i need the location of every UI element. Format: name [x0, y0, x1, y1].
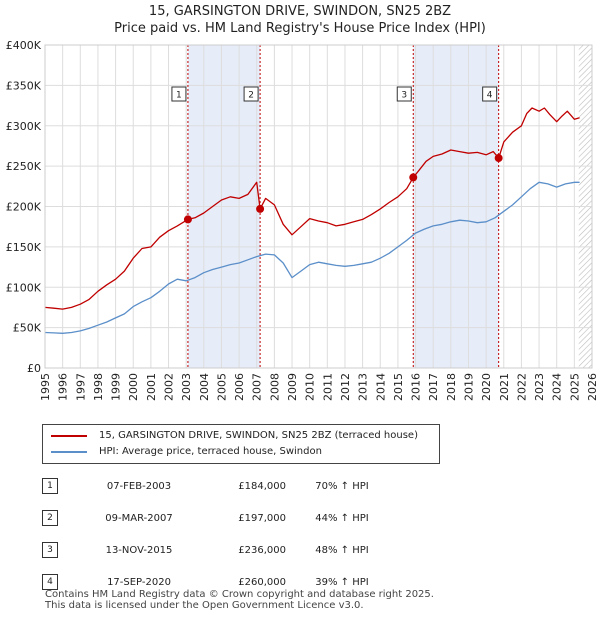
y-tick-label: £400K [6, 39, 42, 52]
table-row: 1 07-FEB-2003 £184,000 70% ↑ HPI [42, 470, 398, 502]
sale-date: 17-SEP-2020 [107, 576, 171, 588]
series-line-property [44, 107, 580, 310]
x-tick-label: 1998 [92, 373, 105, 401]
plot-frame [44, 44, 593, 369]
x-tick-label: 2013 [357, 373, 370, 401]
sale-price: £184,000 [238, 480, 286, 492]
x-tick-label: 1997 [74, 373, 87, 401]
table-row: 2 09-MAR-2007 £197,000 44% ↑ HPI [42, 502, 398, 534]
x-tick-label: 2022 [515, 373, 528, 401]
sale-label-box [171, 86, 187, 102]
x-tick-label: 2009 [286, 373, 299, 401]
x-tick-label: 2008 [268, 373, 281, 401]
x-tick-label: 2001 [145, 373, 158, 401]
table-row: 3 13-NOV-2015 £236,000 48% ↑ HPI [42, 534, 398, 566]
sale-hpi-change: 39% ↑ HPI [315, 576, 369, 588]
legend: 15, GARSINGTON DRIVE, SWINDON, SN25 2BZ … [42, 424, 440, 464]
x-tick-label: 2017 [427, 373, 440, 401]
sale-date: 09-MAR-2007 [105, 512, 173, 524]
x-tick-label: 2025 [568, 373, 581, 401]
y-tick-label: £350K [6, 79, 42, 92]
x-tick-label: 2010 [304, 373, 317, 401]
x-tick-label: 1999 [110, 373, 123, 401]
sale-number-badge: 2 [42, 510, 58, 526]
x-tick-label: 2002 [163, 373, 176, 401]
sale-point [256, 204, 265, 213]
sale-label: 2 [248, 91, 254, 101]
series-line-hpi [44, 181, 580, 334]
y-tick-label: £150K [6, 241, 42, 254]
sale-number-badge: 3 [42, 542, 58, 558]
x-tick-label: 2000 [127, 373, 140, 401]
x-tick-label: 2004 [198, 373, 211, 401]
sale-label: 1 [176, 91, 182, 101]
sale-label: 3 [401, 91, 407, 101]
sale-price: £236,000 [238, 544, 286, 556]
sale-label-box [243, 86, 259, 102]
sale-point [409, 173, 418, 182]
x-tick-label: 2018 [445, 373, 458, 401]
footer-licence: This data is licensed under the Open Gov… [45, 600, 364, 611]
sale-price: £260,000 [238, 576, 286, 588]
y-tick-label: £300K [6, 120, 42, 133]
sale-point [494, 154, 503, 163]
x-tick-label: 2014 [374, 373, 387, 401]
sale-hpi-change: 44% ↑ HPI [315, 512, 369, 524]
x-tick-label: 2003 [180, 373, 193, 401]
x-tick-label: 2015 [392, 373, 405, 401]
x-tick-label: 2007 [251, 373, 264, 401]
footer: Contains HM Land Registry data © Crown c… [45, 589, 434, 611]
legend-label-property: 15, GARSINGTON DRIVE, SWINDON, SN25 2BZ … [99, 430, 418, 441]
sale-number-badge: 1 [42, 478, 58, 494]
price-chart: 1 2 3 4 £0 £50K £100K £150K £200K £250K £300K £350… [6, 39, 599, 401]
x-tick-label: 1996 [57, 373, 70, 401]
sale-label: 4 [487, 91, 493, 101]
sales-table: 1 07-FEB-2003 £184,000 70% ↑ HPI 2 09-MA… [42, 470, 398, 598]
chart-title: 15, GARSINGTON DRIVE, SWINDON, SN25 2BZ [148, 4, 452, 19]
footer-copyright: Contains HM Land Registry data © Crown c… [45, 589, 434, 600]
x-tick-label: 2011 [321, 373, 334, 401]
x-tick-label: 1995 [39, 373, 52, 401]
x-tick-label: 2023 [533, 373, 546, 401]
sale-label-box [396, 86, 412, 102]
x-tick-label: 2012 [339, 373, 352, 401]
sale-date: 07-FEB-2003 [106, 480, 172, 492]
sale-date: 13-NOV-2015 [105, 544, 173, 556]
x-tick-label: 2026 [586, 373, 599, 401]
x-tick-label: 2005 [215, 373, 228, 401]
sale-number-badge: 4 [42, 574, 58, 590]
sale-hpi-change: 70% ↑ HPI [315, 480, 369, 492]
x-tick-label: 2021 [498, 373, 511, 401]
y-tick-label: £0 [27, 362, 41, 375]
x-tick-label: 2024 [551, 373, 564, 401]
sale-point [183, 215, 192, 224]
y-tick-label: £50K [13, 322, 42, 335]
y-tick-label: £200K [6, 201, 42, 214]
legend-swatch-hpi [51, 451, 87, 453]
sale-hpi-change: 48% ↑ HPI [315, 544, 369, 556]
sale-label-box [482, 86, 498, 102]
x-tick-label: 2006 [233, 373, 246, 401]
y-tick-label: £100K [6, 281, 42, 294]
table-row: 4 17-SEP-2020 £260,000 39% ↑ HPI [42, 566, 398, 598]
legend-swatch-property [51, 435, 87, 437]
x-tick-label: 2019 [462, 373, 475, 401]
chart-subtitle: Price paid vs. HM Land Registry's House … [114, 21, 486, 36]
x-tick-label: 2016 [410, 373, 423, 401]
legend-label-hpi: HPI: Average price, terraced house, Swin… [99, 446, 322, 457]
y-tick-label: £250K [6, 160, 42, 173]
sale-price: £197,000 [238, 512, 286, 524]
x-tick-label: 2020 [480, 373, 493, 401]
